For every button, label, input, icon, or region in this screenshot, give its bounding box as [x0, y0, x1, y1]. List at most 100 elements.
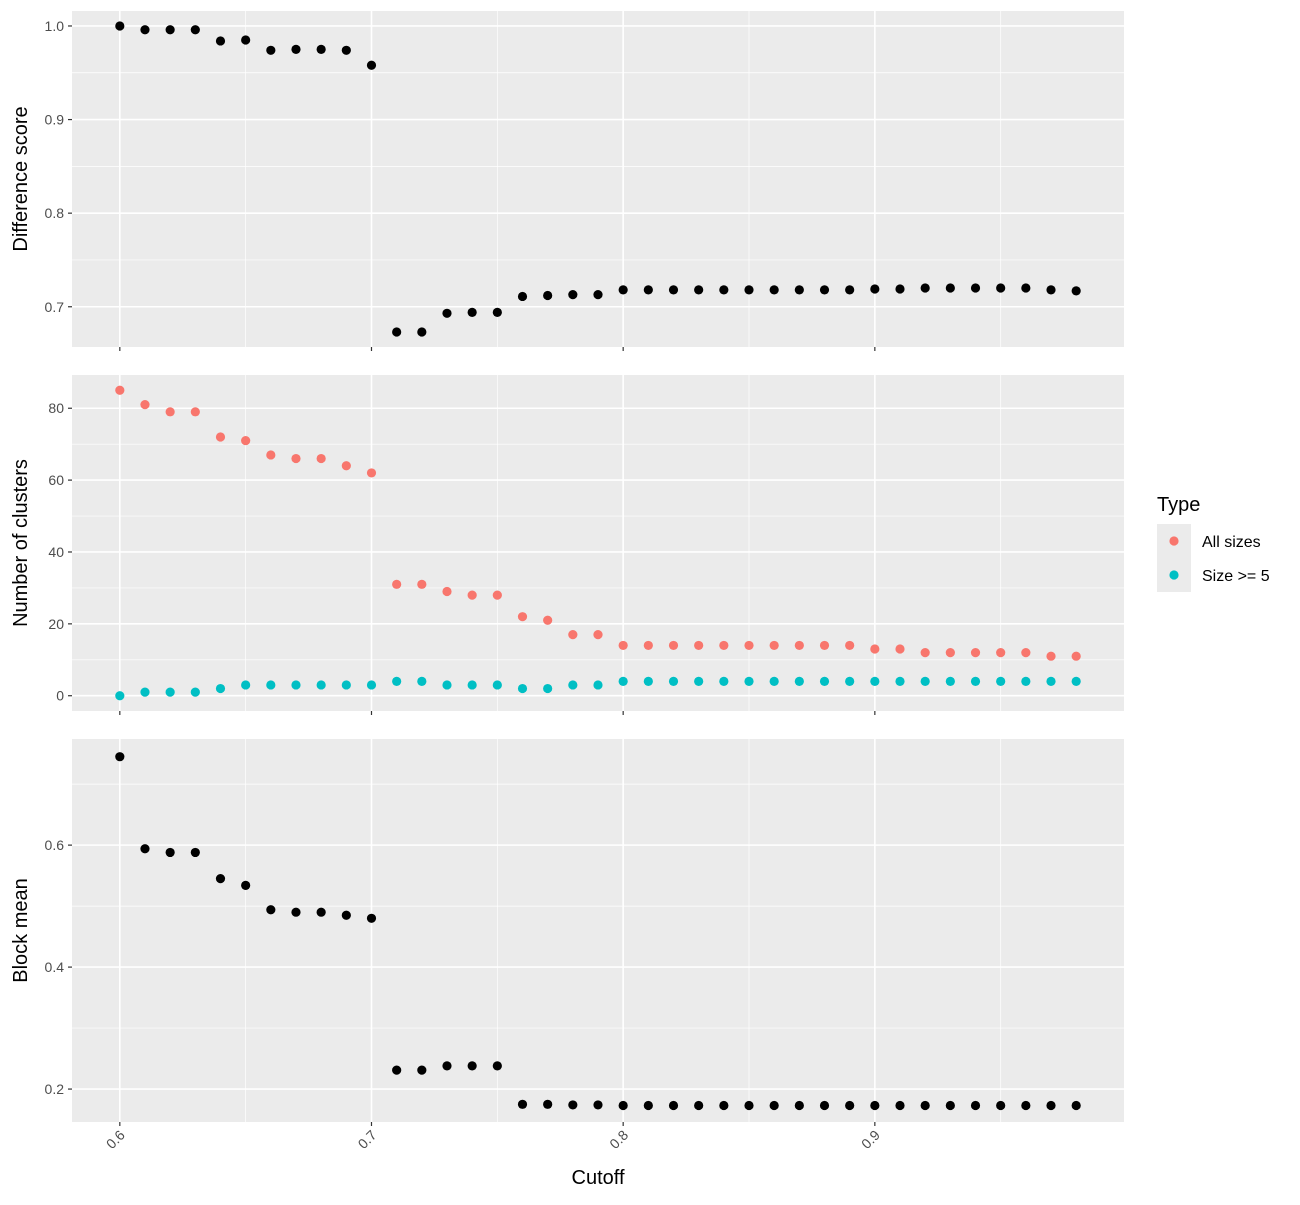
data-point [467, 590, 477, 600]
data-point [1046, 651, 1056, 661]
data-point [241, 35, 251, 45]
y-tick-label: 0.9 [45, 112, 65, 128]
data-point [643, 1100, 653, 1111]
y-tick-label: 0.6 [45, 837, 65, 853]
data-point [769, 1100, 779, 1111]
data-point [996, 283, 1006, 293]
data-point [945, 648, 955, 658]
data-point [744, 676, 754, 686]
data-point [970, 676, 981, 686]
data-point [769, 676, 779, 686]
legend-entry: Size >= 5 [1157, 558, 1270, 592]
data-point [719, 640, 729, 651]
data-point [568, 1100, 578, 1110]
data-point [1071, 286, 1081, 296]
data-point [442, 586, 452, 597]
data-point [341, 910, 351, 920]
panel-3: 0.2 0.4 0.6 Block mean [10, 739, 1124, 1126]
data-point [215, 432, 226, 442]
data-point [316, 453, 326, 464]
data-point [895, 1100, 905, 1111]
legend-key-point [1169, 570, 1179, 580]
data-point [543, 615, 553, 625]
data-point [115, 21, 125, 31]
data-point [870, 644, 880, 654]
data-point [694, 640, 704, 651]
data-point [870, 284, 880, 294]
data-point [517, 612, 528, 622]
data-point [215, 683, 226, 694]
data-point [694, 1100, 704, 1111]
data-point [794, 1100, 804, 1111]
data-point [291, 453, 301, 464]
data-point [970, 283, 981, 293]
data-point [492, 1061, 502, 1071]
data-point [316, 907, 326, 917]
data-point [643, 285, 653, 295]
data-point [1021, 676, 1031, 686]
data-point [115, 385, 125, 395]
data-point [794, 640, 804, 651]
data-point [895, 284, 905, 294]
data-point [392, 1065, 402, 1075]
data-point [190, 25, 200, 35]
data-point [744, 1100, 754, 1111]
data-point [190, 407, 200, 417]
x-tick-label: 0.8 [606, 1127, 631, 1152]
data-point [1071, 1100, 1081, 1111]
series-1 [115, 21, 1081, 337]
data-point [845, 676, 855, 686]
data-point [794, 285, 804, 295]
data-point [1021, 1100, 1031, 1111]
data-point [190, 847, 200, 858]
data-point [140, 844, 150, 854]
data-point [417, 676, 427, 686]
data-point [1071, 651, 1081, 661]
y-axis-title: Difference score [10, 106, 32, 251]
data-point [719, 1100, 729, 1111]
data-point [668, 640, 679, 651]
legend-label: Size >= 5 [1202, 568, 1270, 585]
panel-1: 0.7 0.8 0.9 1.0 Difference score [10, 11, 1124, 351]
data-point [1071, 676, 1081, 686]
data-point [165, 687, 175, 697]
data-point [266, 45, 276, 55]
data-point [845, 640, 855, 651]
data-point [467, 680, 477, 690]
y-tick-label: 80 [48, 400, 64, 416]
data-point [215, 36, 226, 46]
data-point [870, 676, 880, 686]
data-point [744, 285, 754, 295]
y-tick-label: 0.2 [45, 1081, 65, 1097]
data-point [643, 640, 653, 651]
data-point [593, 680, 603, 690]
data-point [140, 400, 150, 410]
data-point [366, 468, 377, 478]
panel-background [72, 375, 1124, 711]
data-point [517, 1099, 528, 1109]
y-tick-label: 0.4 [45, 959, 65, 975]
data-point [266, 905, 276, 915]
data-point [241, 880, 251, 890]
data-point [392, 327, 402, 337]
data-point [417, 579, 427, 589]
data-point [341, 461, 351, 471]
data-point [316, 44, 326, 54]
data-point [945, 1100, 955, 1111]
data-point [568, 630, 578, 640]
data-point [568, 680, 578, 690]
y-tick-label: 0.7 [45, 299, 65, 315]
data-point [996, 1100, 1006, 1111]
data-point [794, 676, 804, 686]
data-point [341, 680, 351, 690]
data-point [190, 687, 200, 697]
data-point [819, 285, 830, 295]
data-point [165, 847, 175, 858]
data-point [291, 680, 301, 690]
data-point [543, 1099, 553, 1109]
data-point [845, 285, 855, 295]
data-point [291, 907, 301, 917]
data-point [618, 676, 628, 686]
data-point [417, 1065, 427, 1075]
data-point [115, 752, 125, 762]
